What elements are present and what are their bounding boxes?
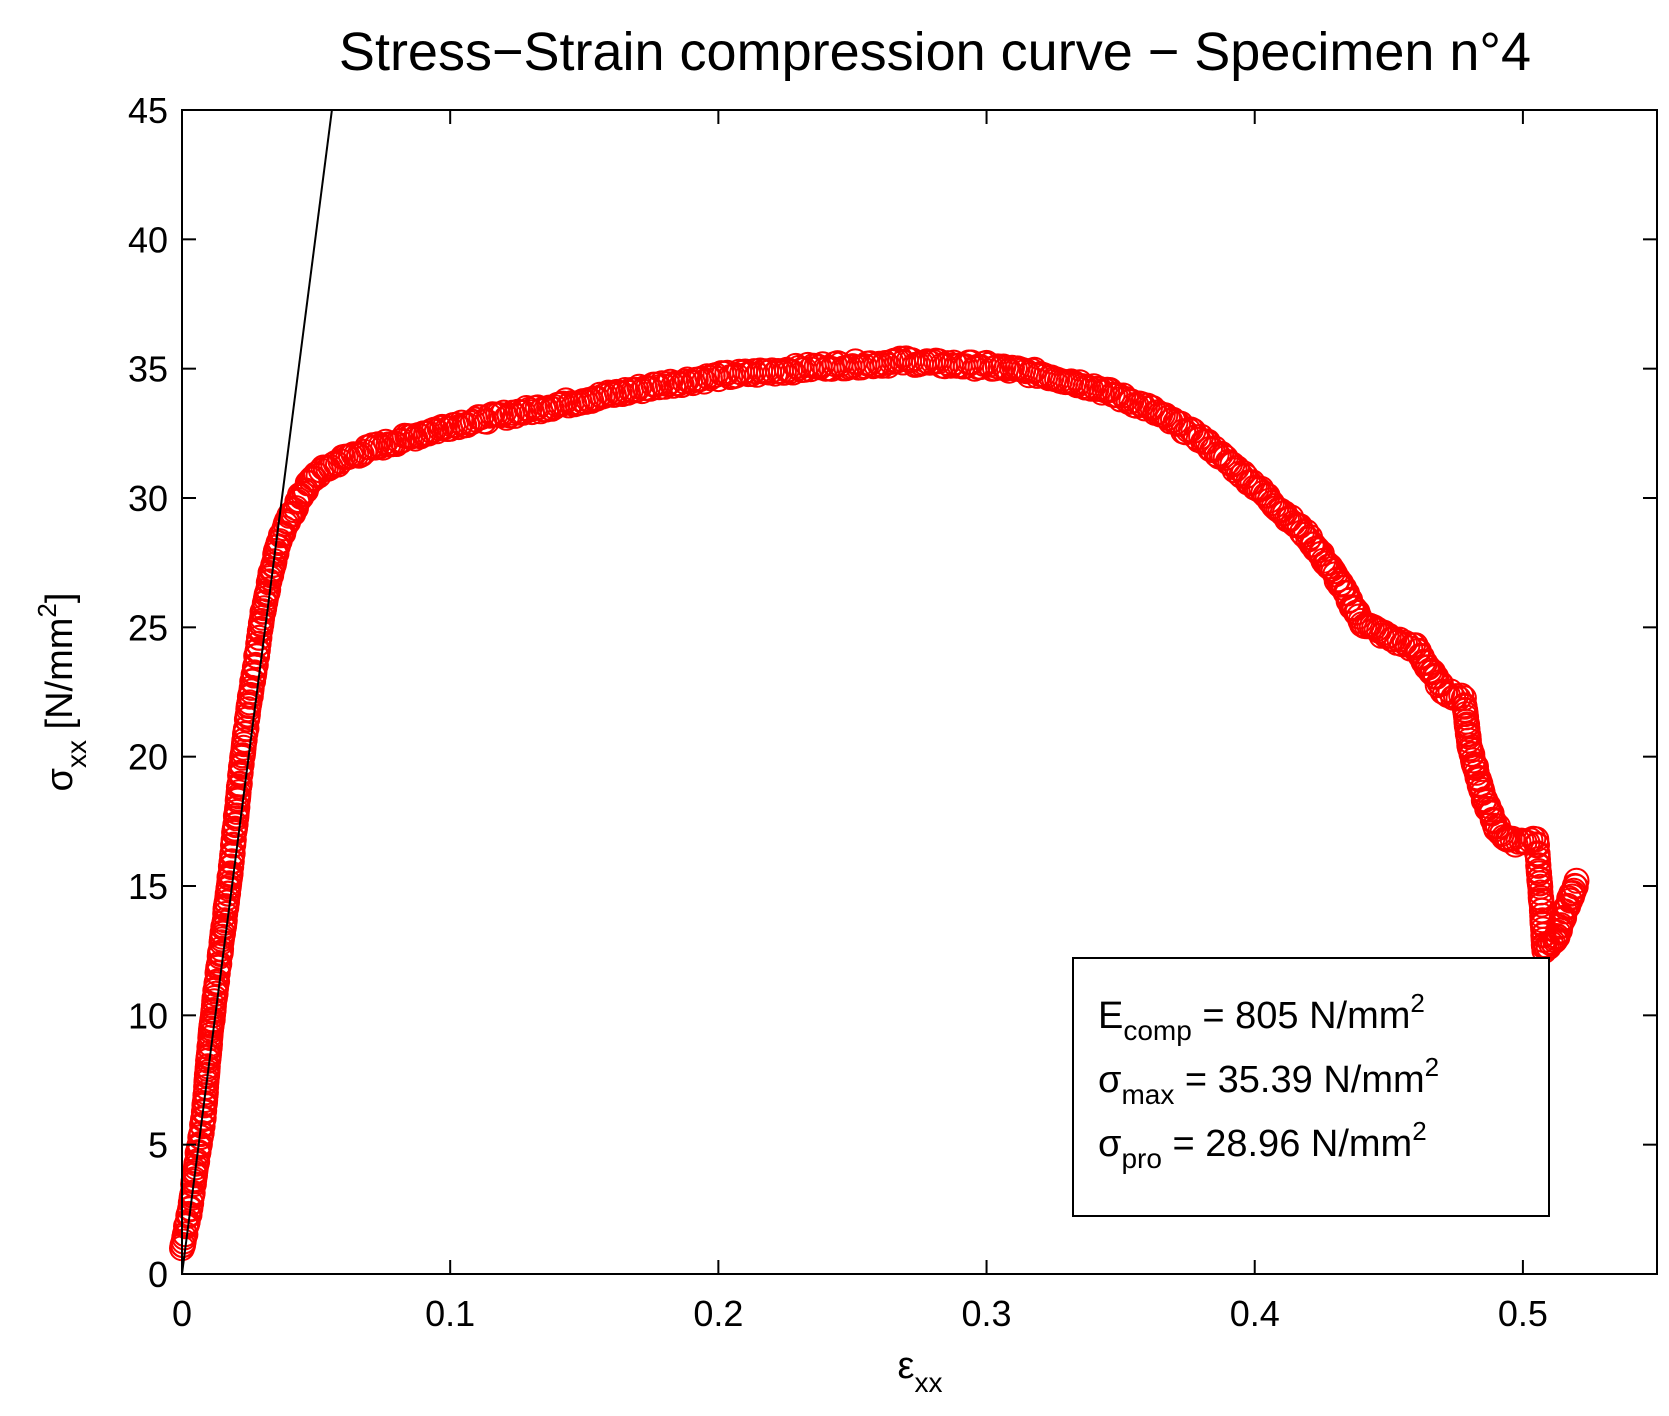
data-point-marker (226, 770, 253, 797)
data-point-marker (973, 349, 1000, 376)
y-axis-label-subscript: xx (61, 740, 92, 768)
data-point-marker (246, 624, 273, 651)
y-tick-label: 40 (128, 219, 168, 260)
data-series (169, 109, 1590, 1275)
data-point-marker (637, 375, 664, 402)
legend-sup: 2 (1412, 1116, 1426, 1146)
y-tick-label: 30 (128, 478, 168, 519)
x-tick-label: 0.4 (1230, 1293, 1280, 1334)
legend-symbol: σ (1098, 1123, 1121, 1165)
x-axis-label: εxx (898, 1345, 943, 1398)
legend-symbol: E (1098, 995, 1123, 1037)
plot-frame (181, 109, 1658, 1275)
y-axis-label-unit-sup: 2 (32, 603, 62, 617)
data-point-marker (967, 354, 994, 380)
legend-symbol: σ (1098, 1059, 1121, 1101)
y-axis-label-symbol: σ (39, 768, 81, 791)
data-point-marker (1096, 377, 1123, 403)
y-tick-label: 45 (128, 90, 168, 131)
y-tick-label: 35 (128, 349, 168, 390)
data-point-marker (242, 651, 269, 678)
x-tick-label: 0 (172, 1293, 192, 1334)
data-point-marker (276, 502, 303, 529)
legend-value: = 35.39 N/mm (1174, 1059, 1424, 1101)
legend-subscript: pro (1121, 1143, 1161, 1174)
legend-subscript: max (1121, 1079, 1174, 1110)
x-tick-label: 0.1 (425, 1293, 475, 1334)
legend-sup: 2 (1425, 1052, 1439, 1082)
data-point-marker (1250, 480, 1277, 506)
data-point-marker (351, 438, 378, 465)
y-tick-label: 20 (128, 737, 168, 778)
legend-value: = 28.96 N/mm (1162, 1123, 1412, 1165)
data-point-marker (179, 1179, 206, 1206)
y-tick-label: 15 (128, 866, 168, 907)
data-point-marker (612, 377, 639, 403)
x-tick-label: 0.2 (693, 1293, 743, 1334)
data-point-marker (1488, 821, 1515, 848)
x-tick-label: 0.3 (962, 1293, 1012, 1334)
elastic-fit-line (181, 109, 333, 1275)
x-tick-label: 0.5 (1498, 1293, 1548, 1334)
legend-subscript: comp (1123, 1015, 1191, 1046)
legend-frame (1072, 957, 1550, 1217)
data-point-marker (1423, 663, 1450, 690)
data-point-marker (976, 351, 1003, 378)
y-axis-label-unit-suffix: ] (39, 593, 81, 604)
x-axis-label-symbol: ε (898, 1345, 915, 1387)
legend-value: = 805 N/mm (1192, 995, 1411, 1037)
data-point-marker (1502, 831, 1529, 858)
data-point-marker (217, 860, 244, 887)
data-point-marker (1448, 682, 1475, 709)
data-point-marker (367, 433, 394, 460)
legend-box: Ecomp = 805 N/mm2 σmax = 35.39 N/mm2 σpr… (1072, 957, 1550, 1217)
data-point-marker (1326, 571, 1353, 598)
data-point-marker (204, 968, 231, 995)
data-point-marker (1563, 867, 1590, 894)
legend-entry-sigma-pro: σpro = 28.96 N/mm2 (1098, 1116, 1427, 1174)
data-point-marker (513, 395, 540, 421)
data-point-marker (211, 907, 238, 934)
y-tick-label: 25 (128, 607, 168, 648)
y-axis-label-unit-prefix: [N/mm (39, 618, 81, 740)
data-point-marker (1303, 535, 1330, 562)
x-axis-label-subscript: xx (914, 1367, 942, 1398)
y-axis-label: σxx [N/mm2] (32, 593, 92, 792)
data-point-marker (1530, 921, 1557, 948)
data-point-marker (1525, 852, 1552, 879)
legend-entry-e-comp: Ecomp = 805 N/mm2 (1098, 988, 1425, 1046)
axis-ticks: 0 0.1 0.2 0.3 0.4 0.5 0 5 10 15 20 25 30 35 40 45 (128, 90, 1657, 1334)
legend-sup: 2 (1410, 988, 1424, 1018)
y-tick-label: 0 (148, 1254, 168, 1295)
data-point-marker (1524, 832, 1550, 859)
legend-entry-sigma-max: σmax = 35.39 N/mm2 (1098, 1052, 1439, 1110)
data-point-marker (674, 366, 701, 393)
y-tick-label: 5 (148, 1125, 168, 1166)
chart-title: Stress−Strain compression curve − Specim… (339, 22, 1531, 82)
y-tick-label: 10 (128, 995, 168, 1036)
data-point-marker (1015, 362, 1042, 389)
